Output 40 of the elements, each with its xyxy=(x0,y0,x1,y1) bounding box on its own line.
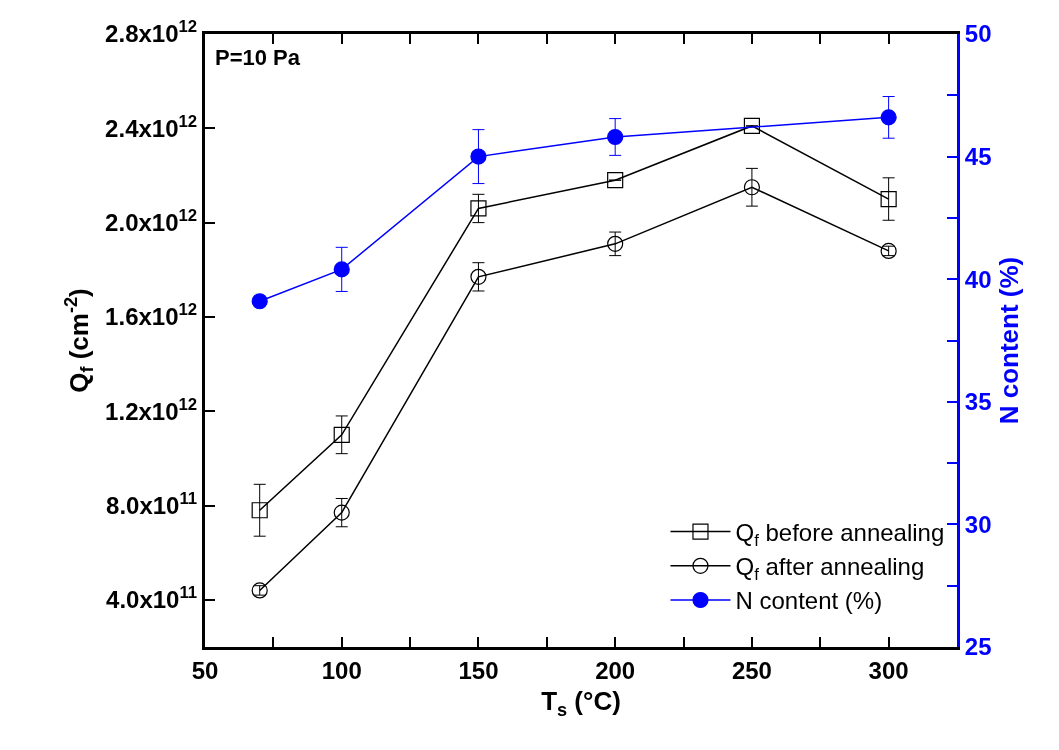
point xyxy=(333,261,350,278)
point xyxy=(607,235,624,252)
x-tick-label: 300 xyxy=(868,656,909,684)
y2-tick-label: 45 xyxy=(964,143,992,170)
point xyxy=(251,293,268,310)
y2-axis-title: N content (%) xyxy=(994,256,1025,425)
point xyxy=(470,268,487,285)
y2-tick-label: 40 xyxy=(964,265,992,293)
x-axis-title: T$_{s}$ (°C) xyxy=(541,686,621,720)
y-tick-label: 2.8x10$^{12}$ xyxy=(105,17,198,48)
y2-tick-label: 50 xyxy=(964,20,992,48)
y-tick-label: 2.0x10$^{12}$ xyxy=(105,205,198,237)
y-tick-label: 1.6x10$^{12}$ xyxy=(105,300,198,331)
point xyxy=(333,426,350,443)
point xyxy=(607,172,624,189)
point xyxy=(470,148,487,165)
x-tick-label: 200 xyxy=(595,656,636,684)
x-tick-label: 150 xyxy=(458,656,499,684)
legend-label: N content (%) xyxy=(735,587,883,615)
y2-tick-label: 35 xyxy=(964,388,992,416)
legend-label: Q$_{f}$ after annealing xyxy=(735,553,925,585)
y-tick-label: 2.4x10$^{12}$ xyxy=(105,111,198,142)
point xyxy=(251,502,268,519)
y-tick-label: 8.0x10$^{11}$ xyxy=(106,488,198,519)
point xyxy=(607,128,624,146)
y-tick-label: 4.0x10$^{11}$ xyxy=(106,583,198,614)
y2-tick-label: 30 xyxy=(964,510,992,538)
x-tick-label: 100 xyxy=(321,656,362,684)
point xyxy=(880,109,897,126)
y2-tick-label: 25 xyxy=(964,633,992,661)
y-tick-label: 1.2x10$^{12}$ xyxy=(105,394,198,425)
point xyxy=(333,504,350,521)
point xyxy=(880,190,897,208)
annotation: P=10 Pa xyxy=(215,45,301,70)
point xyxy=(470,200,487,217)
point xyxy=(743,179,761,196)
point xyxy=(743,117,761,135)
x-tick-label: 50 xyxy=(191,656,219,684)
x-tick-label: 250 xyxy=(731,656,772,684)
legend-label: Q$_{f}$ before annealing xyxy=(735,518,945,550)
